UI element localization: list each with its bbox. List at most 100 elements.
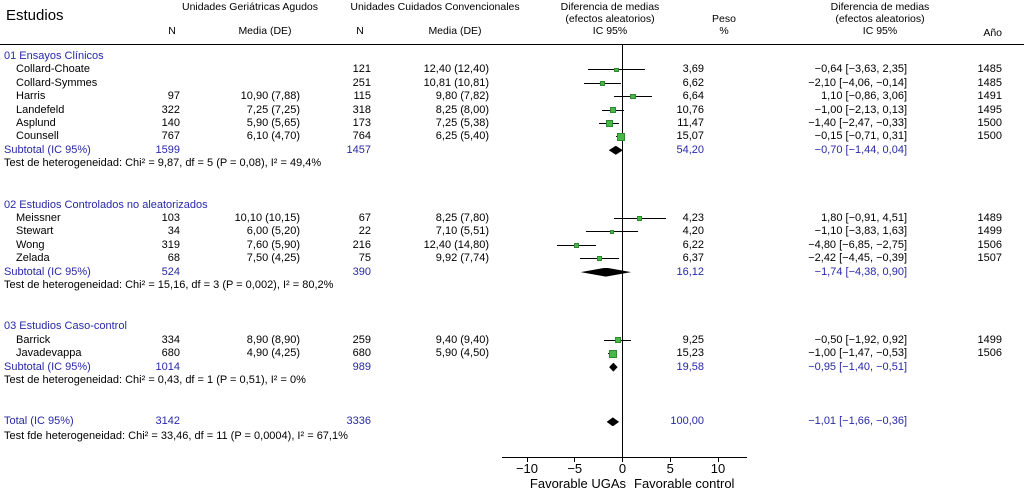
uga-n: 524 (161, 265, 180, 278)
uga-media: 7,60 (5,90) (246, 238, 300, 251)
col-header-uga-media: Media (DE) (238, 25, 292, 37)
axis-tick (526, 457, 528, 462)
study-name: Asplund (16, 117, 56, 129)
control-media: 9,80 (7,82) (435, 90, 489, 103)
uga-media: 7,25 (7,25) (246, 103, 300, 116)
year-value: 1489 (977, 212, 1002, 224)
control-n: 251 (352, 76, 371, 89)
favorable-right-label: Favorable control (634, 476, 735, 491)
uga-n: 97 (167, 90, 180, 103)
ci-text: 1,80 [−0,91, 4,51] (821, 212, 907, 224)
col-header-ci-line3: IC 95% (862, 25, 898, 37)
uga-media: 7,50 (4,25) (246, 252, 300, 265)
year-value: 1485 (977, 63, 1002, 76)
study-name: Barrick (16, 333, 51, 346)
uga-n: 319 (161, 238, 180, 251)
zero-line (622, 44, 623, 457)
study-name: Javadevappa (16, 347, 82, 360)
weight-value: 16,12 (676, 265, 704, 278)
pooled-diamond (580, 267, 632, 277)
col-header-plot: Diferencia de medias (efectos aleatorios… (535, 1, 685, 37)
total-heterogeneity-text: Test fde heterogeneidad: Chi² = 33,46, d… (4, 430, 348, 443)
control-n: 259 (352, 333, 371, 346)
weight-value: 4,20 (682, 225, 704, 238)
uga-n: 1014 (155, 360, 180, 373)
control-n: 390 (352, 265, 371, 278)
study-name: Counsell (16, 130, 59, 143)
col-header-uga-group: Unidades Geriátricas Agudos (182, 1, 318, 13)
uga-media: 5,90 (5,65) (246, 117, 300, 129)
control-media: 10,81 (10,81) (423, 76, 489, 89)
pooled-diamond (609, 362, 618, 372)
control-n: 3336 (346, 415, 371, 428)
study-name: Harris (16, 90, 46, 103)
ci-text: −0,50 [−1,92, 0,92] (814, 333, 907, 346)
year-value: 1500 (977, 117, 1002, 129)
weight-value: 100,00 (670, 415, 704, 428)
heterogeneity-text: Test de heterogeneidad: Chi² = 0,43, df … (4, 374, 306, 386)
ci-text: −1,74 [−4,38, 0,90] (814, 265, 907, 278)
control-n: 680 (352, 347, 371, 360)
control-media: 7,25 (5,38) (435, 117, 489, 129)
control-n: 22 (358, 225, 371, 238)
year-value: 1491 (977, 90, 1002, 103)
col-header-plot-line2: (efectos aleatorios) (565, 13, 655, 25)
axis-tick (574, 457, 576, 462)
weight-value: 9,25 (682, 333, 704, 346)
weight-value: 3,69 (682, 63, 704, 76)
axis-tick-label: −5 (567, 461, 583, 476)
control-n: 121 (352, 63, 371, 76)
total-label: Total (IC 95%) (4, 415, 74, 428)
weight-value: 15,23 (676, 347, 704, 360)
col-header-plot-line1: Diferencia de medias (560, 1, 660, 13)
col-header-plot-line3: IC 95% (592, 25, 628, 37)
study-name: Meissner (16, 212, 61, 224)
weight-value: 54,20 (676, 143, 704, 156)
subtotal-label: Subtotal (IC 95%) (4, 360, 91, 373)
section-header: 02 Estudios Controlados no aleatorizados (4, 198, 208, 211)
uga-media: 4,90 (4,25) (246, 347, 300, 360)
col-header-control-group: Unidades Cuidados Convencionales (350, 1, 520, 13)
weight-value: 6,37 (682, 252, 704, 265)
control-media: 5,90 (4,50) (435, 347, 489, 360)
uga-n: 68 (167, 252, 180, 265)
weight-value: 4,23 (682, 212, 704, 224)
control-media: 9,92 (7,74) (435, 252, 489, 265)
col-header-ci-line1: Diferencia de medias (830, 1, 930, 13)
col-header-uga-n: N (168, 25, 176, 37)
weight-value: 6,64 (682, 90, 704, 103)
ci-text: −1,00 [−1,47, −0,53] (808, 347, 907, 360)
header-rule (0, 44, 1024, 45)
study-name: Wong (16, 238, 45, 251)
control-media: 8,25 (8,00) (435, 103, 489, 116)
control-n: 764 (352, 130, 371, 143)
ci-text: −4,80 [−6,85, −2,75] (808, 238, 907, 251)
year-value: 1500 (977, 130, 1002, 143)
effect-marker (609, 106, 617, 114)
uga-n: 140 (161, 117, 180, 129)
study-name: Collard-Symmes (16, 76, 98, 89)
year-value: 1506 (977, 347, 1002, 360)
col-header-peso-line1: Peso (712, 13, 736, 25)
axis-tick (622, 457, 623, 462)
x-axis-line (502, 457, 747, 458)
axis-tick-label: −10 (515, 461, 539, 476)
uga-media: 6,10 (4,70) (246, 130, 300, 143)
col-header-peso-line2: % (719, 25, 729, 37)
ci-text: −0,95 [−1,40, −0,51] (808, 360, 907, 373)
axis-tick (669, 457, 671, 462)
control-n: 216 (352, 238, 371, 251)
year-value: 1499 (977, 225, 1002, 238)
page-title: Estudios (6, 7, 64, 24)
control-n: 989 (352, 360, 371, 373)
weight-value: 15,07 (676, 130, 704, 143)
pooled-diamond (606, 417, 620, 427)
col-header-control-media: Media (DE) (428, 25, 482, 37)
year-value: 1495 (977, 103, 1002, 116)
uga-media: 10,90 (7,88) (240, 90, 300, 103)
col-header-peso: Peso % (700, 13, 748, 37)
study-name: Collard-Choate (16, 63, 90, 76)
weight-value: 19,58 (676, 360, 704, 373)
